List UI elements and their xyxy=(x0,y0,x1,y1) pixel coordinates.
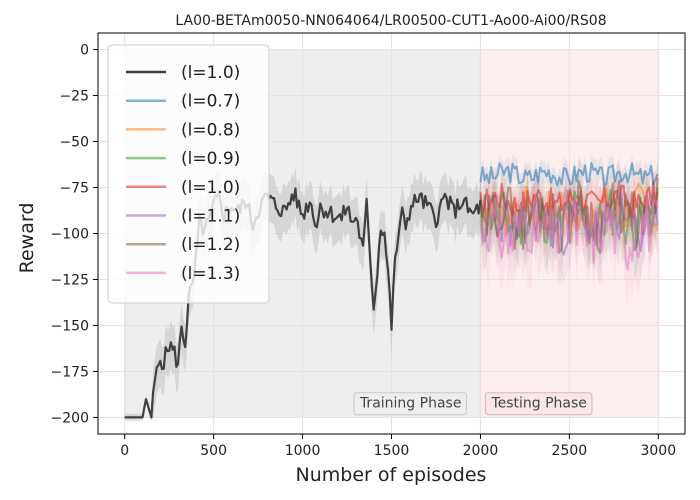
legend-box xyxy=(107,44,270,304)
x-tick-label: 2000 xyxy=(463,443,499,459)
phase-label-testing: Testing Phase xyxy=(490,396,586,412)
line-training-series xyxy=(124,187,482,419)
y-tick-label: −75 xyxy=(59,181,89,197)
legend-label: (l=1.0) xyxy=(181,178,240,198)
line-test-series xyxy=(479,187,659,271)
legend: (l=1.0) (l=0.7) (l=0.8) (l=0.9) (l=1.0) (l=1.… xyxy=(107,44,270,304)
x-tick-label: 2500 xyxy=(552,443,588,459)
y-tick-label: −150 xyxy=(51,318,89,334)
y-tick-label: −175 xyxy=(51,364,89,380)
x-tick-label: 3000 xyxy=(640,443,676,459)
line-test-series xyxy=(479,177,659,255)
y-tick-label: −50 xyxy=(59,135,89,151)
y-tick-label: −200 xyxy=(51,410,89,426)
y-tick-label: −125 xyxy=(51,272,89,288)
x-tick-label: 1000 xyxy=(285,443,321,459)
legend-label: (l=1.3) xyxy=(181,264,240,284)
legend-label: (l=0.8) xyxy=(181,120,240,140)
series-lines xyxy=(124,162,659,419)
x-tick-label: 0 xyxy=(120,443,129,459)
y-tick-label: −25 xyxy=(59,89,89,105)
legend-label: (l=0.9) xyxy=(181,149,240,169)
y-tick-label: 0 xyxy=(80,43,89,59)
x-tick-label: 1500 xyxy=(374,443,410,459)
legend-label: (l=1.2) xyxy=(181,235,240,255)
phase-labels: Training Phase Testing Phase xyxy=(353,392,593,416)
phase-label-box xyxy=(484,392,593,416)
line-test-series xyxy=(479,162,659,188)
phase-label-training: Training Phase xyxy=(359,396,462,412)
legend-label: (l=1.1) xyxy=(181,207,240,227)
band-test-series xyxy=(480,153,658,199)
band-training xyxy=(124,166,481,422)
y-axis-label: Reward xyxy=(16,203,38,274)
y-tick-label: −100 xyxy=(51,227,89,243)
x-tick-label: 500 xyxy=(200,443,227,459)
legend-label: (l=1.0) xyxy=(181,63,240,83)
phase-label-box xyxy=(353,392,467,416)
axis-ticks: 0 500 1000 1500 2000 2500 3000 0 −25 −50 −75 −100 −1… xyxy=(51,43,677,459)
legend-label: (l=0.7) xyxy=(181,92,240,112)
chart-title: LA00-BETAm0050-NN064064/LR00500-CUT1-Ao0… xyxy=(175,13,606,29)
x-axis-label: Number of episodes xyxy=(296,464,487,486)
